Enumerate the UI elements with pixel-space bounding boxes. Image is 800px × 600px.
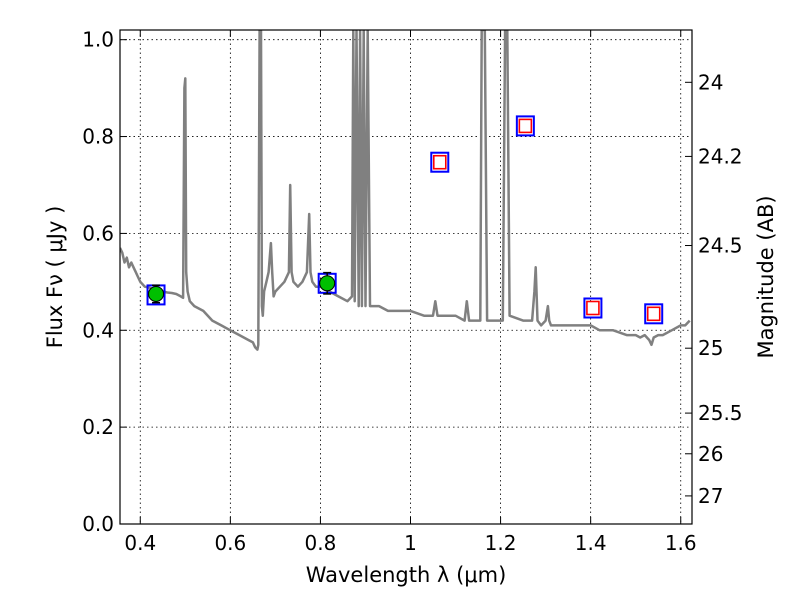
sed-model-line	[120, 30, 691, 351]
x-axis-label: Wavelength λ (μm)	[306, 563, 507, 587]
x-tick-label: 0.8	[305, 531, 337, 555]
y-tick-label: 0.8	[82, 125, 114, 149]
right-tick-label: 24.2	[698, 144, 743, 168]
right-tick-label: 26	[698, 442, 723, 466]
predicted-point	[646, 306, 661, 322]
predicted-point	[432, 154, 447, 170]
right-tick-label: 25.5	[698, 401, 743, 425]
y-tick-label: 1.0	[82, 28, 114, 52]
observed-point	[319, 275, 336, 292]
model-point	[583, 297, 603, 319]
right-tick-label: 25	[698, 336, 723, 360]
right-tick-label: 27	[698, 484, 723, 508]
right-tick-label: 24.5	[698, 234, 743, 258]
model-point	[515, 115, 535, 137]
x-tick-label: 1.4	[575, 531, 607, 555]
observed-point	[148, 285, 165, 302]
model-point	[644, 303, 664, 325]
predicted-point	[518, 118, 533, 134]
right-tick-label: 24	[698, 70, 723, 94]
right-axis-label: Magnitude (AB)	[754, 195, 778, 358]
y-tick-label: 0.6	[82, 221, 114, 245]
x-tick-label: 1.2	[485, 531, 517, 555]
x-tick-label: 1	[404, 531, 417, 555]
x-tick-label: 0.4	[124, 531, 156, 555]
model-point	[430, 151, 450, 173]
x-tick-label: 0.6	[214, 531, 246, 555]
y-tick-label: 0.0	[82, 512, 114, 536]
plot-frame	[119, 29, 693, 525]
y-axis-label: Flux Fν ( μJy )	[43, 206, 67, 349]
y-tick-label: 0.4	[82, 318, 114, 342]
photometry-markers	[146, 115, 664, 325]
predicted-point	[586, 300, 600, 316]
axis-ticks: 0.4 0.6 0.8 1 1.2 1.4 1.6 0.0 0.2 0.4 0.6 0.8 1.0 24 2…	[82, 28, 742, 555]
x-tick-label: 1.6	[665, 531, 697, 555]
plot-area	[120, 30, 691, 351]
y-tick-label: 0.2	[82, 415, 114, 439]
